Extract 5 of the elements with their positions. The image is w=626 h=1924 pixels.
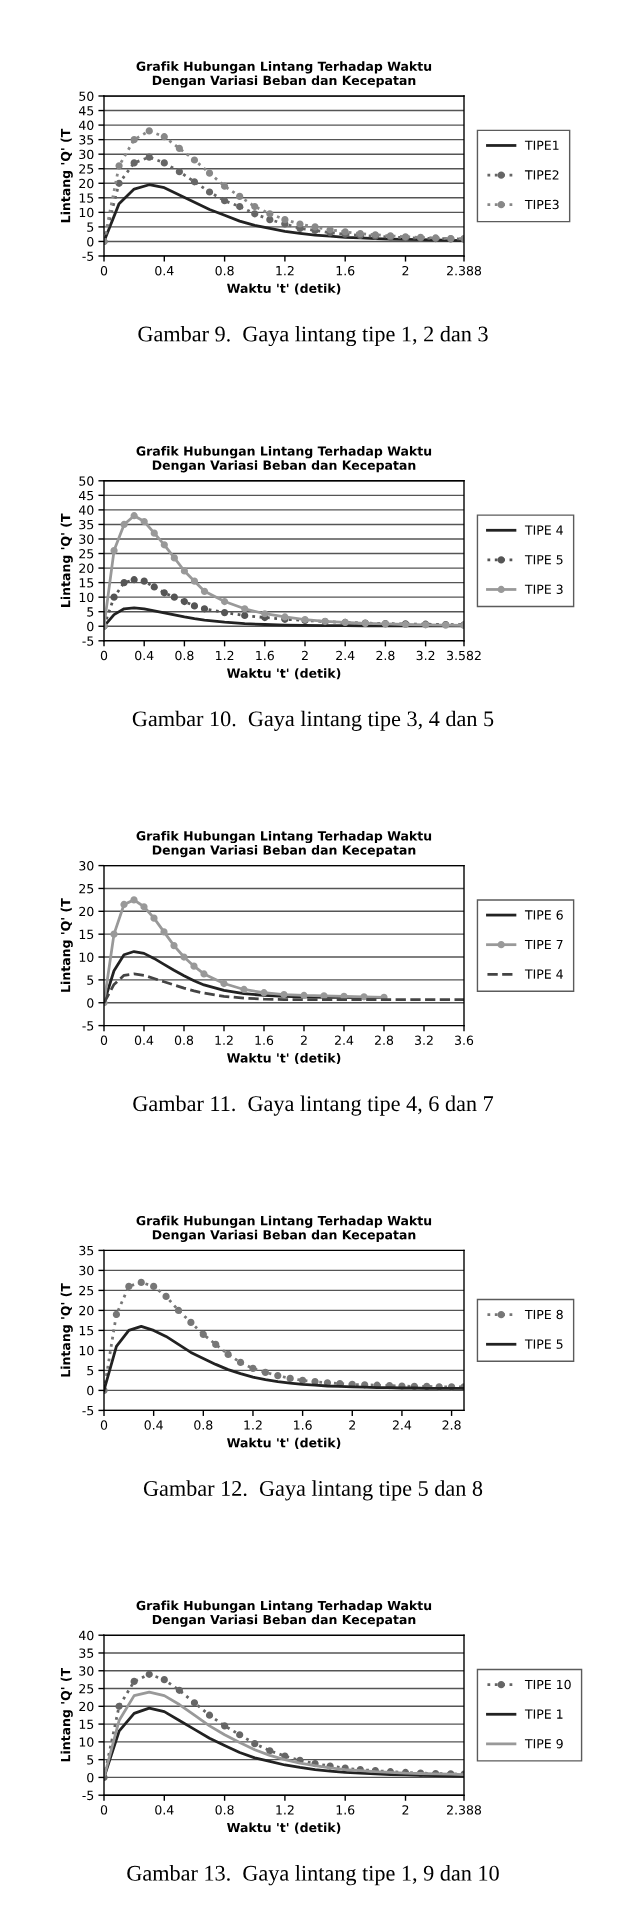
text: Gambar 13. Gaya lintang tipe 1, 9 dan 10 bbox=[127, 1865, 499, 1886]
text: Gambar 10. Gaya lintang tipe 3, 4 dan 5 bbox=[132, 710, 494, 731]
text: Gambar 9. Gaya lintang tipe 1, 2 dan 3 bbox=[138, 325, 488, 347]
text: Gambar 11. Gaya lintang tipe 4, 6 dan 7 bbox=[133, 1095, 494, 1116]
text: Gambar 12. Gaya lintang tipe 5 dan 8 bbox=[143, 1480, 483, 1501]
